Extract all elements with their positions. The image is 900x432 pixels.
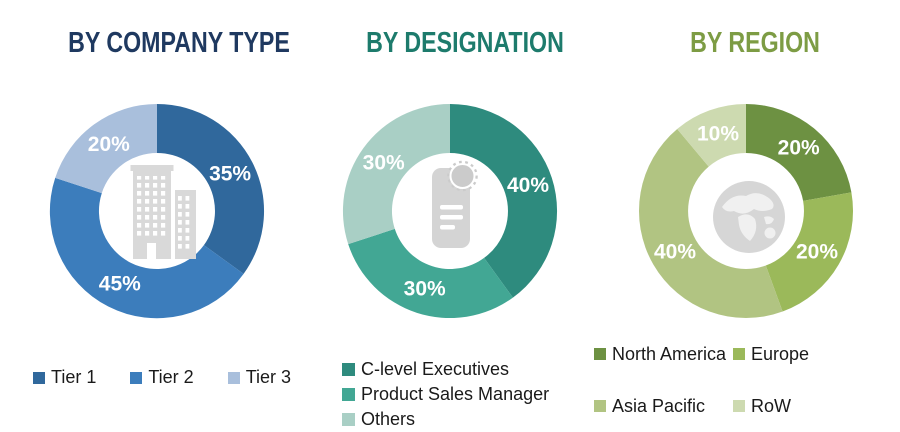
- legend-label: Tier 2: [148, 367, 194, 387]
- legend-label: Tier 1: [51, 367, 97, 387]
- legend-label: C-level Executives: [361, 359, 510, 379]
- company-type-donut: 35% 45% 20%: [49, 103, 265, 319]
- segment-value-label: 35%: [209, 162, 251, 185]
- legend-swatch: [733, 348, 745, 360]
- segment-value-label: 20%: [88, 133, 130, 156]
- company-type-title: BY COMPANY TYPE: [68, 27, 290, 59]
- legend-swatch: [594, 348, 606, 360]
- designation-legend: C-level Executives Product Sales Manager O…: [342, 357, 549, 432]
- donut-segment: [450, 103, 558, 298]
- legend-item: Asia Pacific: [594, 396, 733, 416]
- legend-label: Others: [361, 409, 416, 429]
- segment-value-label: 40%: [507, 174, 549, 197]
- donut-segment: [55, 103, 158, 194]
- donut-segment: [49, 177, 244, 319]
- donut-segment: [746, 104, 852, 201]
- legend-label: RoW: [751, 396, 791, 416]
- designation-chart: BY DESIGNATION 40% 30% 30% C-level Executi…: [300, 0, 600, 431]
- legend-swatch: [130, 371, 143, 384]
- segment-value-label: 45%: [99, 273, 141, 296]
- legend-item: Others: [342, 407, 549, 432]
- donut-segment: [638, 129, 783, 318]
- legend-item: Product Sales Manager: [342, 382, 549, 407]
- legend-item: North America: [594, 344, 733, 364]
- legend-swatch: [342, 363, 355, 376]
- region-legend: North America Europe Asia Pacific RoW: [594, 344, 809, 416]
- legend-swatch: [342, 413, 355, 426]
- segment-value-label: 20%: [778, 137, 820, 160]
- donut-segment: [348, 228, 513, 319]
- segment-value-label: 20%: [796, 241, 838, 264]
- donut-segment: [677, 103, 746, 167]
- segment-value-label: 30%: [363, 151, 405, 174]
- certificate-icon: [432, 160, 478, 248]
- designation-title: BY DESIGNATION: [366, 27, 564, 59]
- legend-swatch: [733, 400, 745, 412]
- region-donut: 20% 20% 40% 10%: [638, 103, 854, 318]
- company-type-legend: Tier 1 Tier 2 Tier 3: [33, 367, 291, 388]
- legend-label: Product Sales Manager: [361, 384, 550, 404]
- legend-item: C-level Executives: [342, 357, 549, 382]
- legend-swatch: [594, 400, 606, 412]
- legend-swatch: [227, 371, 240, 384]
- legend-label: Tier 3: [245, 367, 292, 387]
- legend-item: Tier 3: [227, 367, 292, 388]
- legend-label: Asia Pacific: [612, 396, 706, 416]
- legend-item: Tier 2: [130, 367, 194, 388]
- legend-swatch: [33, 371, 45, 384]
- globe-icon: [713, 181, 785, 253]
- company-type-chart: BY COMPANY TYPE 35% 45% 20% Tier 1 Tier 2 Ti…: [0, 0, 300, 431]
- segment-value-label: 10%: [697, 122, 739, 145]
- donut-segment: [765, 192, 854, 312]
- donut-segment: [342, 103, 450, 245]
- legend-item: Tier 1: [33, 367, 96, 388]
- legend-label: North America: [612, 344, 727, 364]
- donut-segment: [157, 103, 265, 274]
- designation-donut: 40% 30% 30%: [342, 103, 558, 319]
- region-title: BY REGION: [690, 27, 820, 59]
- segment-value-label: 40%: [654, 241, 696, 264]
- legend-label: Europe: [751, 344, 810, 364]
- buildings-icon: [130, 165, 196, 259]
- legend-item: Europe: [733, 344, 809, 364]
- legend-swatch: [342, 388, 355, 401]
- legend-item: RoW: [733, 396, 809, 416]
- segment-value-label: 30%: [404, 278, 446, 301]
- region-chart: BY REGION 20% 20% 40% 10% North America Euro…: [594, 0, 900, 431]
